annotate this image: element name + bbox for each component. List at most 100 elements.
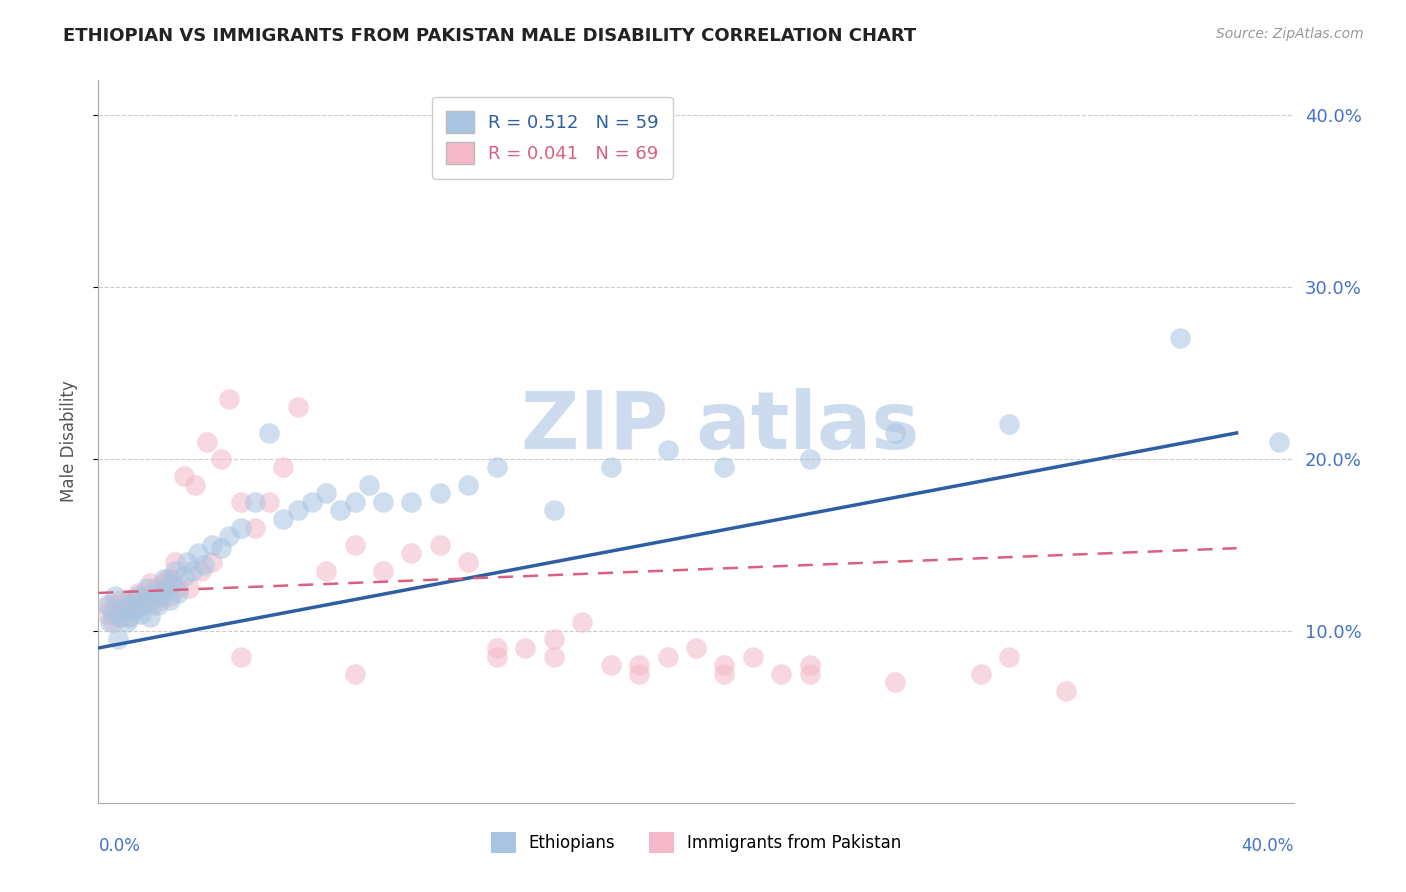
Point xyxy=(115,610,138,624)
Point xyxy=(315,486,337,500)
Point xyxy=(176,555,198,569)
Point xyxy=(138,575,160,590)
Point xyxy=(127,586,149,600)
Point xyxy=(115,615,138,630)
Point xyxy=(257,494,280,508)
Point xyxy=(229,494,252,508)
Point xyxy=(201,555,224,569)
Point xyxy=(121,603,143,617)
Point xyxy=(135,592,157,607)
Point xyxy=(273,460,295,475)
Point xyxy=(543,632,565,647)
Point xyxy=(187,546,209,560)
Point xyxy=(218,392,240,406)
Point xyxy=(357,477,380,491)
Point xyxy=(124,592,146,607)
Point xyxy=(115,598,138,612)
Point xyxy=(229,520,252,534)
Point xyxy=(96,607,118,621)
Point xyxy=(685,640,707,655)
Point xyxy=(457,477,479,491)
Point xyxy=(110,592,132,607)
Point xyxy=(153,575,176,590)
Legend: R = 0.512   N = 59, R = 0.041   N = 69: R = 0.512 N = 59, R = 0.041 N = 69 xyxy=(432,96,673,178)
Point xyxy=(112,603,135,617)
Point xyxy=(159,592,181,607)
Point xyxy=(156,572,179,586)
Text: ZIP atlas: ZIP atlas xyxy=(520,388,920,467)
Point xyxy=(107,632,129,647)
Point xyxy=(315,564,337,578)
Point xyxy=(98,598,121,612)
Point xyxy=(243,494,266,508)
Point xyxy=(371,564,394,578)
Point xyxy=(1168,331,1191,345)
Point xyxy=(329,503,352,517)
Point xyxy=(193,558,215,573)
Point xyxy=(515,640,537,655)
Point xyxy=(770,666,793,681)
Point xyxy=(165,564,187,578)
Point xyxy=(127,590,149,604)
Point xyxy=(884,425,907,440)
Point xyxy=(628,666,651,681)
Point xyxy=(195,434,218,449)
Point xyxy=(165,555,187,569)
Point xyxy=(162,572,184,586)
Point xyxy=(132,590,155,604)
Point xyxy=(148,598,170,612)
Point xyxy=(162,575,184,590)
Point xyxy=(107,610,129,624)
Point xyxy=(429,538,451,552)
Point xyxy=(129,598,152,612)
Point xyxy=(884,675,907,690)
Point xyxy=(129,607,152,621)
Point xyxy=(104,590,127,604)
Point xyxy=(429,486,451,500)
Point xyxy=(148,590,170,604)
Point xyxy=(799,658,821,673)
Point xyxy=(138,610,160,624)
Point xyxy=(201,538,224,552)
Point xyxy=(1054,684,1077,698)
Point xyxy=(135,581,157,595)
Point xyxy=(229,649,252,664)
Point xyxy=(371,494,394,508)
Point xyxy=(287,503,309,517)
Point xyxy=(141,598,163,612)
Point xyxy=(167,586,190,600)
Point xyxy=(401,546,423,560)
Point xyxy=(998,417,1021,432)
Point xyxy=(343,538,366,552)
Point xyxy=(218,529,240,543)
Point xyxy=(143,581,166,595)
Point xyxy=(287,400,309,414)
Point xyxy=(543,503,565,517)
Text: Source: ZipAtlas.com: Source: ZipAtlas.com xyxy=(1216,27,1364,41)
Point xyxy=(118,598,141,612)
Point xyxy=(150,592,173,607)
Point xyxy=(101,607,124,621)
Point xyxy=(571,615,593,630)
Point xyxy=(179,581,201,595)
Point xyxy=(96,598,118,612)
Point xyxy=(457,555,479,569)
Point xyxy=(118,610,141,624)
Point xyxy=(599,658,621,673)
Point xyxy=(209,451,232,466)
Point xyxy=(243,520,266,534)
Point xyxy=(969,666,991,681)
Point xyxy=(485,649,508,664)
Point xyxy=(628,658,651,673)
Point xyxy=(401,494,423,508)
Text: ETHIOPIAN VS IMMIGRANTS FROM PAKISTAN MALE DISABILITY CORRELATION CHART: ETHIOPIAN VS IMMIGRANTS FROM PAKISTAN MA… xyxy=(63,27,917,45)
Point xyxy=(167,581,190,595)
Point xyxy=(115,592,138,607)
Point xyxy=(301,494,323,508)
Point xyxy=(343,666,366,681)
Point xyxy=(257,425,280,440)
Point xyxy=(273,512,295,526)
Point xyxy=(713,460,735,475)
Point xyxy=(190,564,212,578)
Point xyxy=(657,443,679,458)
